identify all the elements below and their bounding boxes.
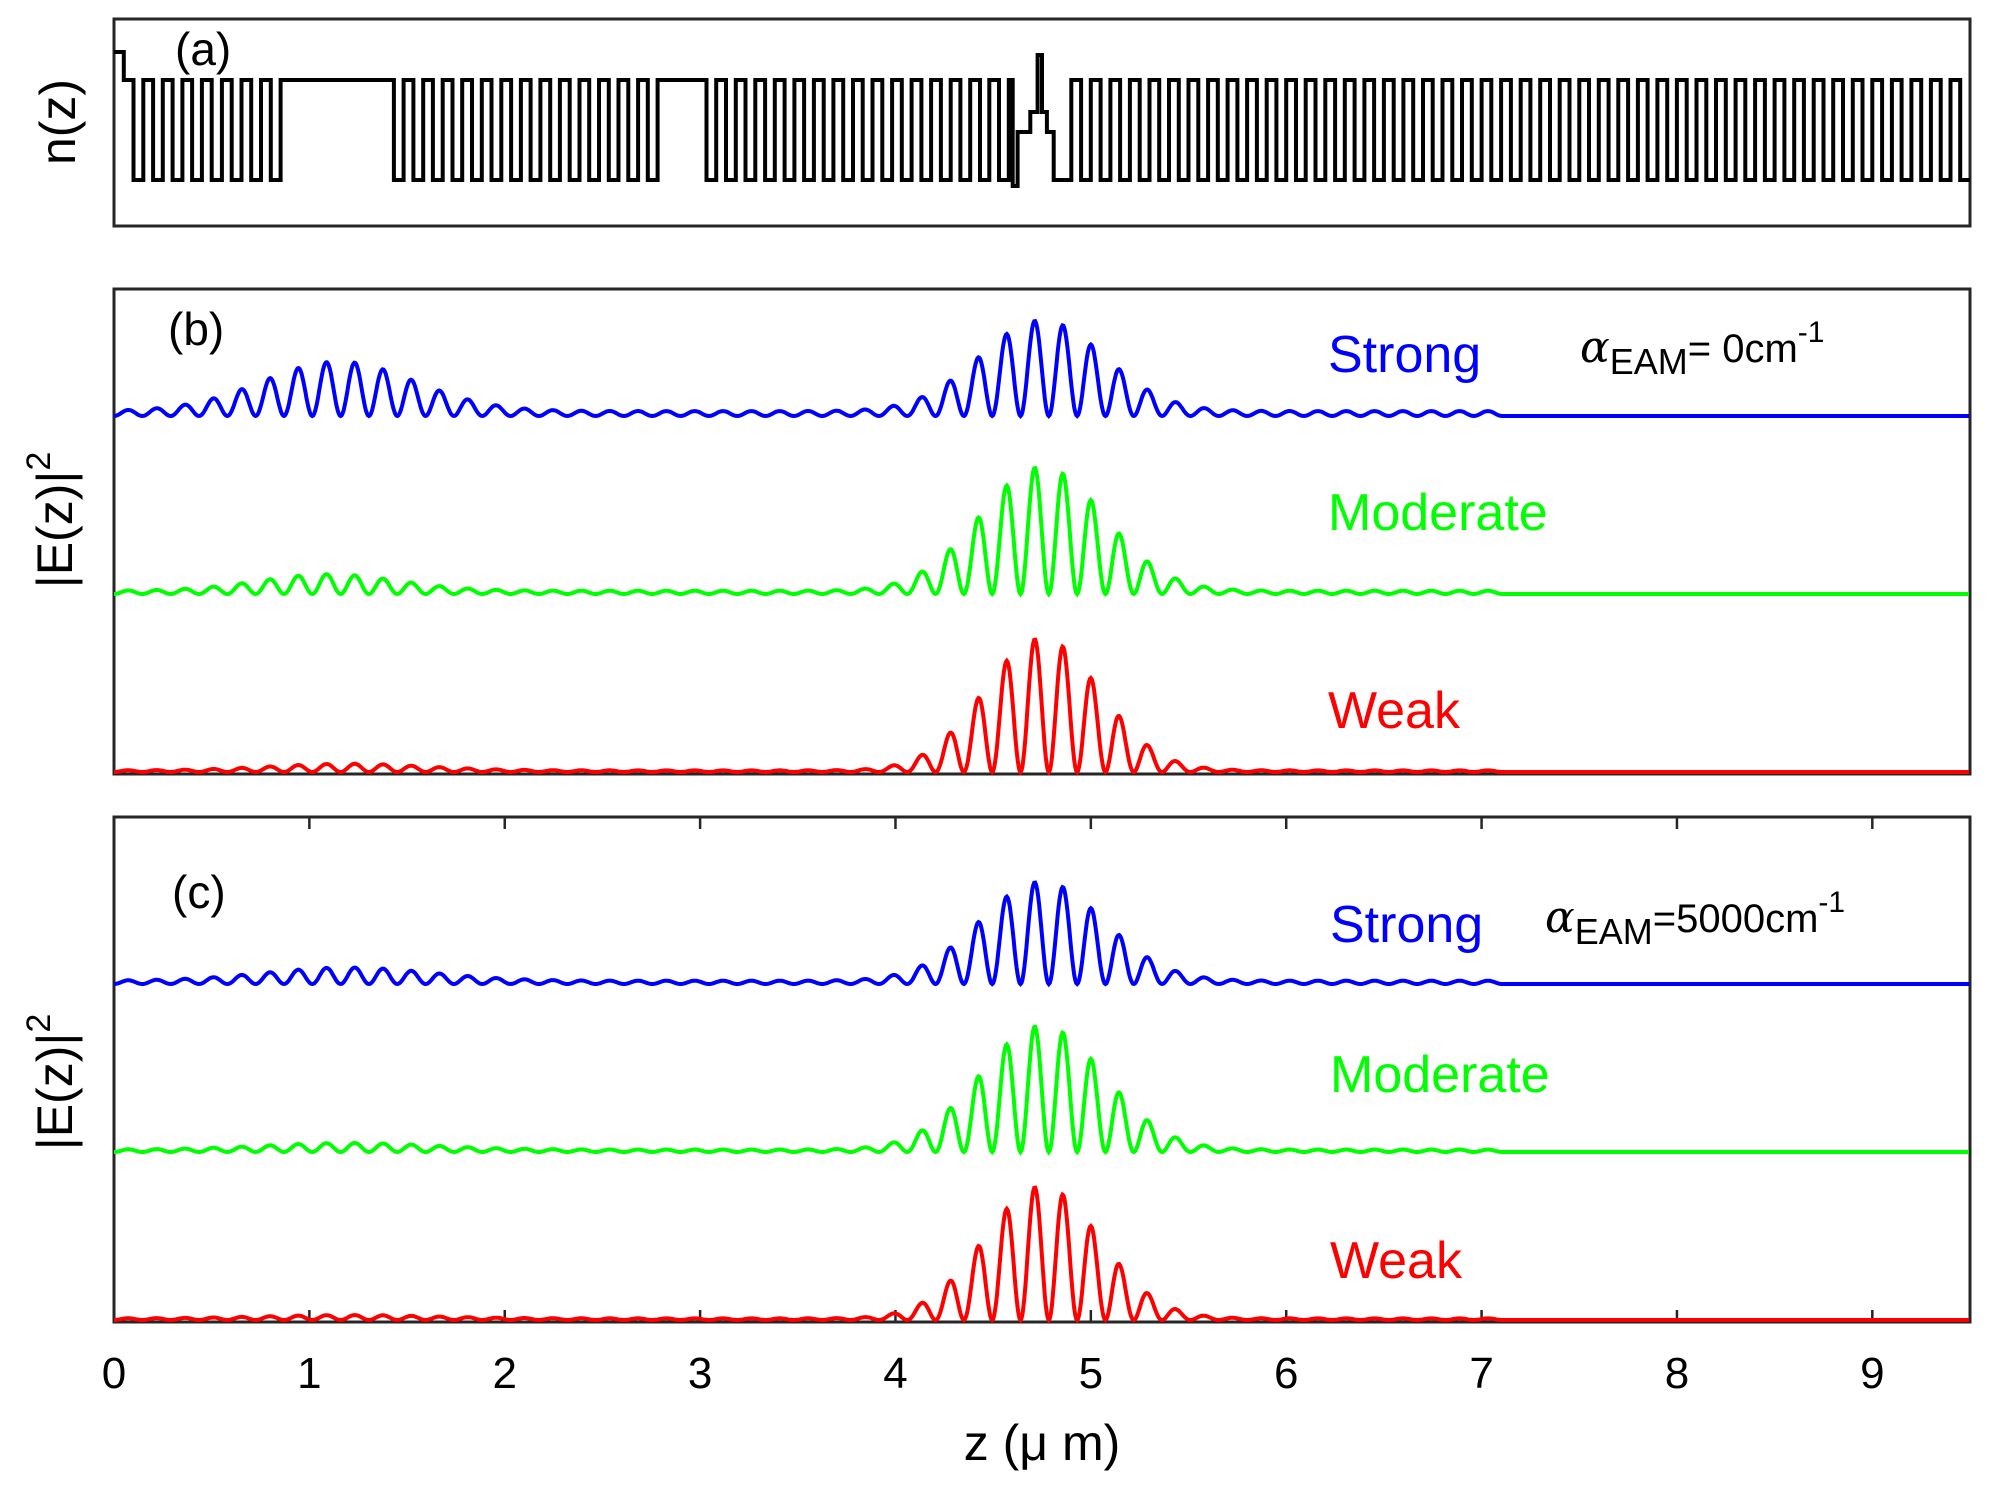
curve-moderate [114, 1024, 1969, 1156]
refractive-index-curve [114, 50, 1970, 188]
curve-weak [114, 637, 1969, 776]
panel-b-ylabel-sup: 2 [20, 452, 58, 471]
x-tick-label: 8 [1665, 1349, 1689, 1398]
panel-b-alpha-value: = 0cm [1688, 327, 1798, 371]
x-tick-label: 0 [102, 1349, 126, 1398]
panel-c-ylabel-main: |E(z)| [27, 1033, 83, 1151]
panel-c-ylabel-sup: 2 [20, 1014, 58, 1033]
panel-a: (a) n(z) [30, 17, 1972, 228]
x-tick-label: 4 [883, 1349, 907, 1398]
panel-c: (c) |E(z)|2 Strong Moderate Weak αEAM=50… [20, 815, 1972, 1471]
panel-b-ylabel-main: |E(z)| [27, 471, 83, 589]
panel-b-label: (b) [168, 303, 224, 355]
x-tick-label: 5 [1079, 1349, 1103, 1398]
panel-c-alpha-label: αEAM=5000cm-1 [1545, 886, 1845, 952]
panel-c-label: (c) [172, 866, 226, 918]
panel-b-curves [113, 318, 1969, 776]
panel-c-moderate-label: Moderate [1330, 1046, 1550, 1104]
panel-c-curves [114, 880, 1969, 1324]
curve-strong [113, 318, 1969, 420]
panel-b-frame [112, 287, 1972, 776]
x-tick-label: 6 [1274, 1349, 1298, 1398]
panel-c-alpha-symbol: α [1545, 892, 1575, 943]
x-tick-label: 1 [297, 1349, 321, 1398]
x-tick-label: 3 [688, 1349, 712, 1398]
panel-b-moderate-label: Moderate [1328, 484, 1548, 542]
panel-b-strong-label: Strong [1328, 326, 1481, 384]
panel-c-strong-label: Strong [1330, 896, 1483, 954]
panel-b: (b) |E(z)|2 Strong Moderate Weak αEAM= 0… [20, 287, 1972, 776]
x-tick-label: 2 [492, 1349, 516, 1398]
x-tick-label: 7 [1469, 1349, 1493, 1398]
panel-c-frame [112, 815, 1972, 1324]
curve-strong [114, 880, 1969, 988]
panel-b-alpha-sup: -1 [1798, 316, 1825, 349]
panel-b-alpha-sub: EAM [1610, 341, 1688, 382]
x-tick-labels: 0 1 2 3 4 5 6 7 8 9 [102, 1349, 1885, 1398]
panel-b-alpha-symbol: α [1580, 322, 1610, 373]
panel-b-weak-label: Weak [1328, 682, 1461, 740]
curve-weak [114, 1185, 1969, 1324]
panel-c-weak-label: Weak [1330, 1232, 1463, 1290]
panel-b-alpha-label: αEAM= 0cm-1 [1580, 316, 1824, 382]
x-axis-label: z (μ m) [964, 1415, 1121, 1471]
x-tick-label: 9 [1860, 1349, 1884, 1398]
panel-c-alpha-sup: -1 [1818, 886, 1845, 919]
panel-c-alpha-value: =5000cm [1653, 897, 1819, 941]
panel-c-ticks [112, 817, 1874, 1322]
panel-a-label: (a) [175, 23, 231, 75]
panel-a-ylabel: n(z) [30, 79, 86, 165]
curve-moderate [114, 465, 1969, 598]
panel-b-ylabel: |E(z)|2 [20, 452, 83, 589]
panel-c-ylabel: |E(z)|2 [20, 1014, 83, 1151]
panel-c-alpha-sub: EAM [1575, 911, 1653, 952]
panel-a-frame [112, 17, 1972, 228]
